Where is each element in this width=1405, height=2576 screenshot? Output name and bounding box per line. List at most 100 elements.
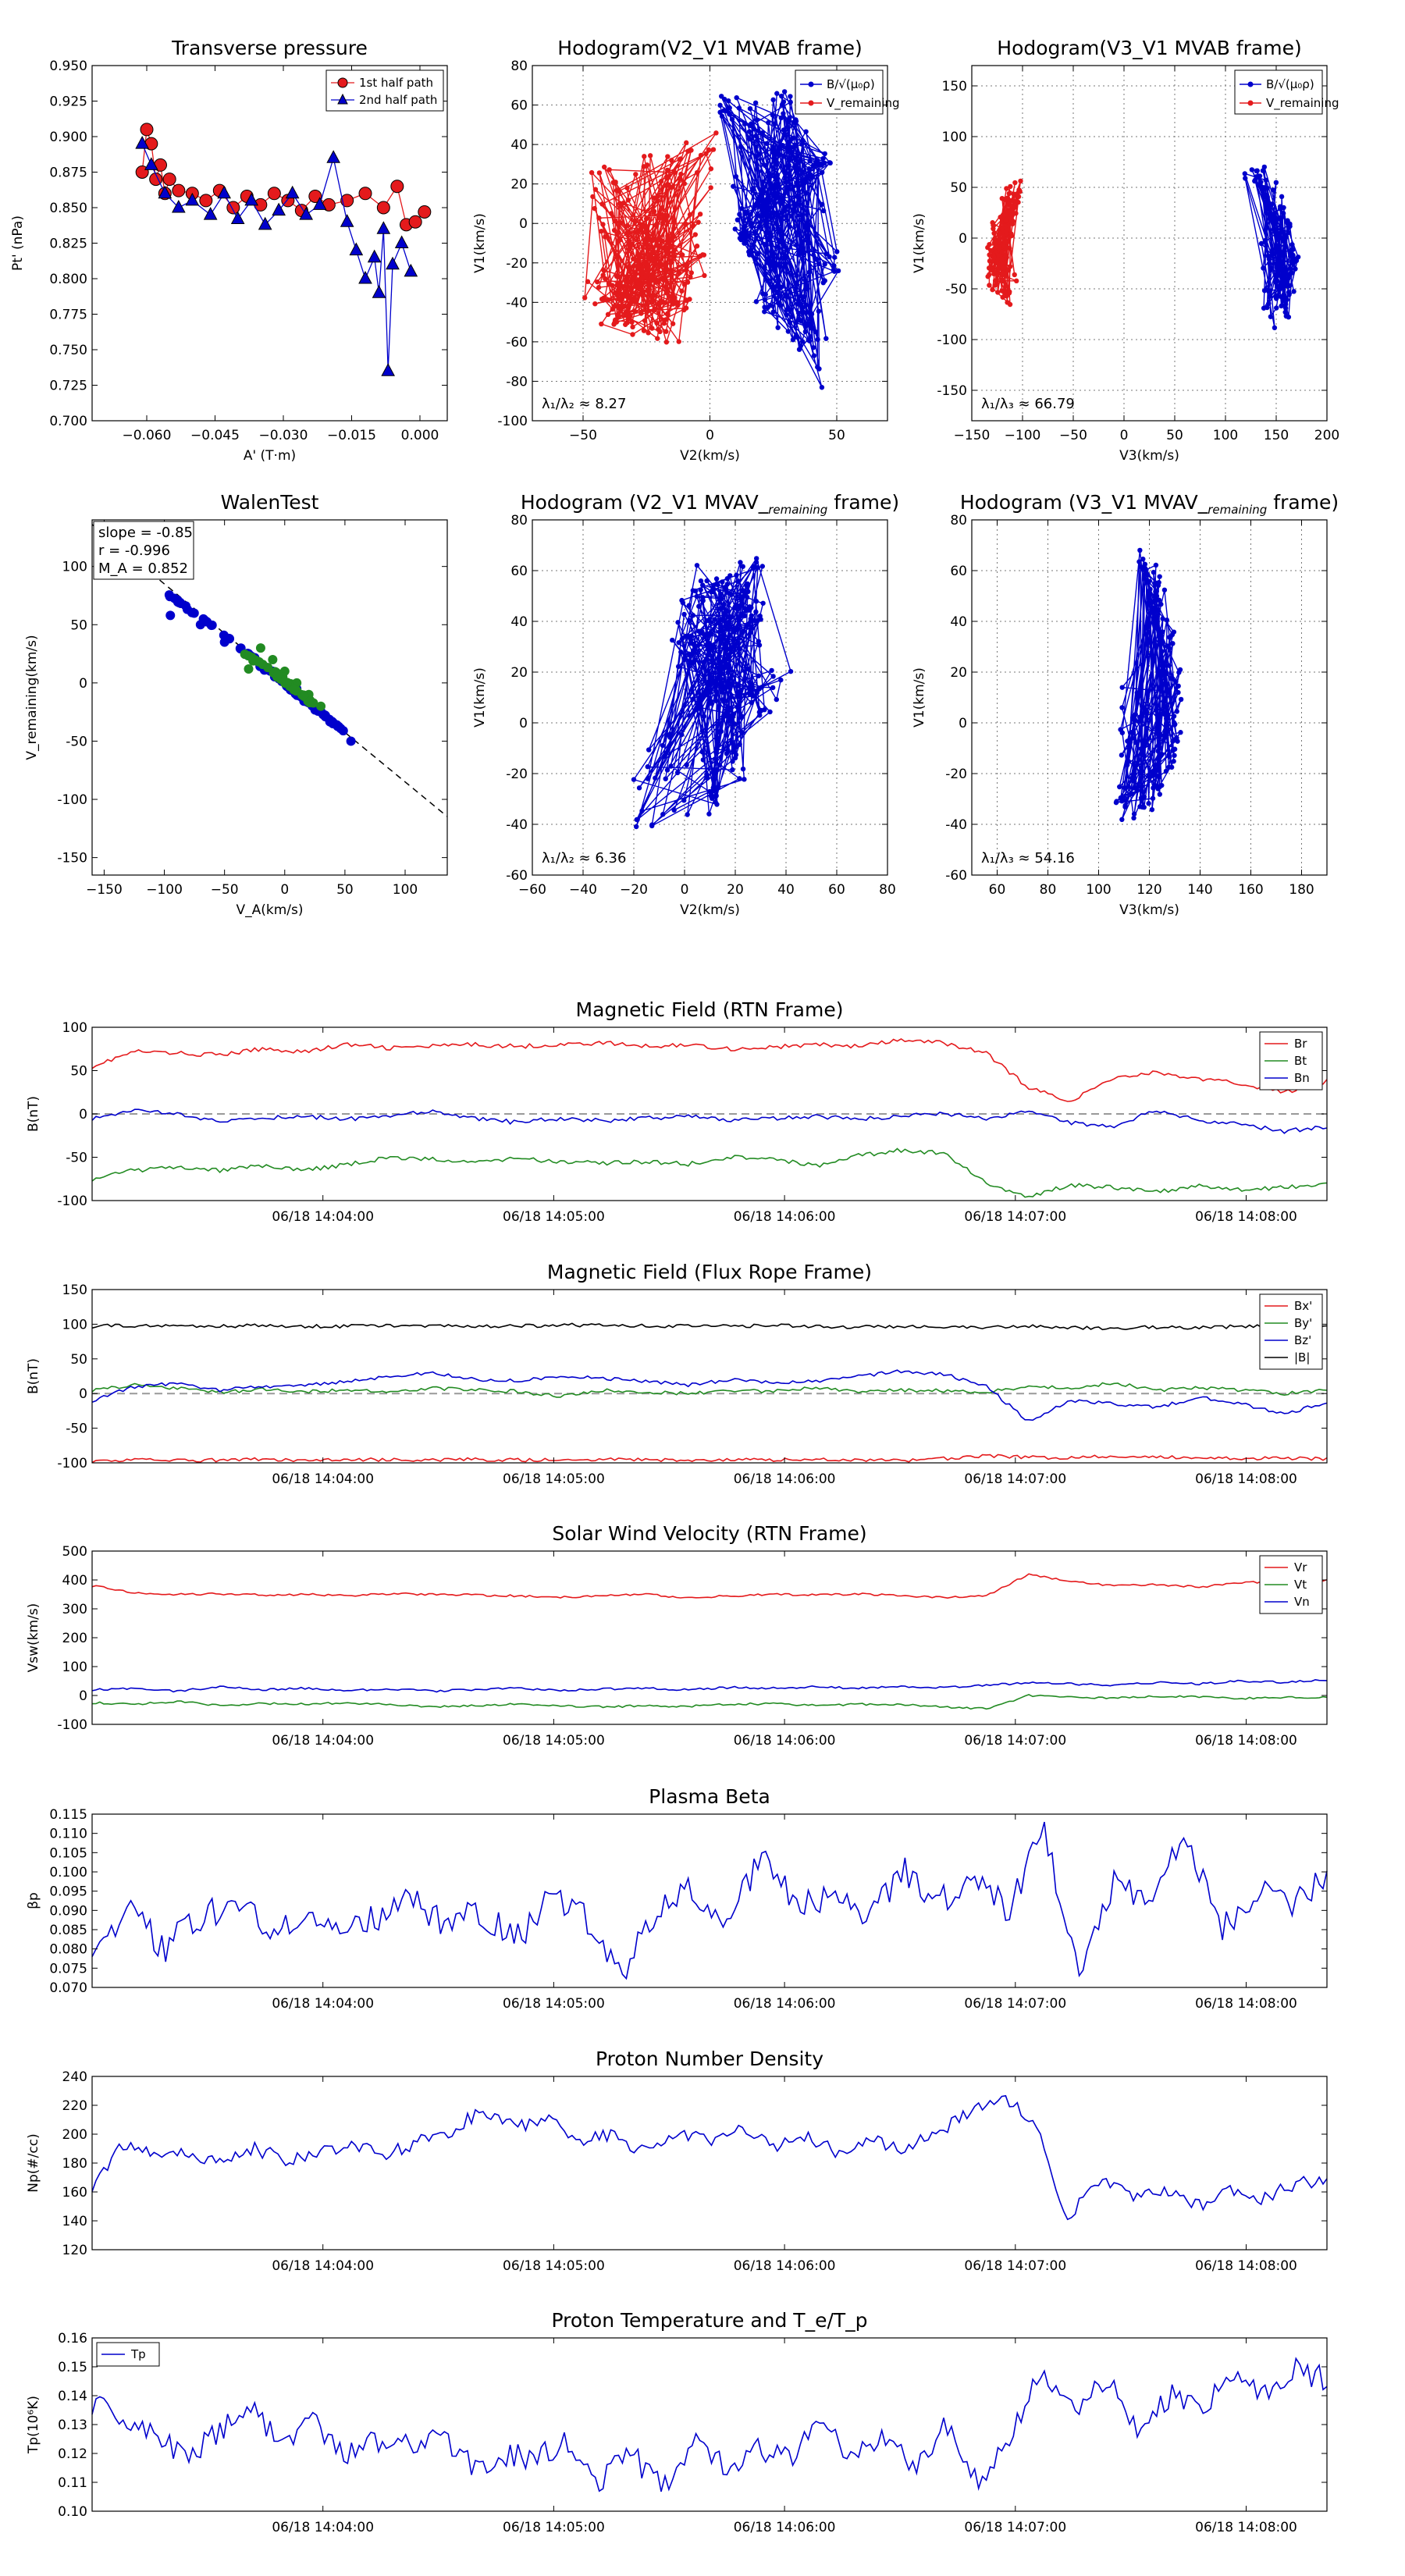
data-point: [1155, 582, 1161, 589]
data-point: [702, 659, 707, 664]
data-point: [615, 274, 621, 279]
data-point: [670, 233, 677, 240]
data-point: [609, 211, 614, 216]
data-point: [736, 105, 742, 111]
chart-title: Hodogram(V3_V1 MVAB frame): [997, 37, 1301, 59]
data-point: [742, 240, 747, 246]
data-point: [734, 94, 739, 101]
data-point: [702, 272, 707, 279]
data-point: [258, 216, 272, 230]
data-point: [737, 617, 742, 623]
data-point: [774, 696, 779, 703]
data-point: [642, 260, 648, 265]
data-point: [742, 121, 748, 127]
y-axis-label: B(nT): [26, 1358, 41, 1394]
data-point: [631, 263, 637, 269]
data-point: [1280, 297, 1286, 304]
data-point: [653, 222, 659, 228]
data-point: [1282, 309, 1288, 315]
time-tick-label: 06/18 14:08:00: [1195, 1996, 1297, 2012]
data-point: [667, 735, 673, 740]
data-point: [678, 649, 684, 655]
data-point: [372, 285, 386, 298]
chart-h4: Hodogram (V3_V1 MVAV_remaining frame) -60…: [912, 491, 1339, 918]
data-point: [725, 670, 731, 675]
data-point: [632, 308, 638, 315]
data-point: [769, 211, 774, 216]
time-tick-label: 06/18 14:05:00: [503, 1209, 605, 1225]
time-tick-label: 06/18 14:04:00: [272, 2258, 374, 2274]
data-point: [1279, 194, 1285, 200]
data-point: [759, 187, 765, 192]
data-point: [645, 309, 650, 315]
data-point: [788, 144, 795, 151]
data-point: [668, 268, 674, 273]
series-line: [91, 1678, 1328, 1693]
data-point: [1014, 278, 1019, 284]
data-point: [743, 237, 749, 242]
data-point: [624, 229, 630, 236]
x-axis-label: V3(km/s): [1119, 448, 1179, 464]
data-point: [639, 274, 645, 280]
data-point: [647, 153, 653, 158]
data-point: [686, 603, 692, 608]
data-point: [636, 281, 642, 287]
time-tick-label: 06/18 14:06:00: [734, 1996, 836, 2012]
data-point: [1174, 709, 1179, 714]
data-point: [613, 219, 618, 224]
data-point: [649, 326, 655, 331]
data-point: [671, 807, 677, 813]
data-point: [324, 714, 334, 724]
y-tick-label: 200: [62, 2127, 87, 2143]
data-point: [708, 631, 713, 637]
data-point: [739, 205, 745, 212]
data-point: [781, 127, 787, 133]
x-tick-label: −50: [211, 882, 239, 898]
data-point: [735, 704, 741, 710]
x-tick-label: −20: [620, 882, 648, 898]
data-point: [610, 283, 615, 288]
data-point: [646, 283, 651, 288]
x-tick-label: 100: [1086, 882, 1111, 898]
data-point: [698, 152, 704, 158]
data-point: [995, 270, 1001, 276]
data-point: [738, 560, 743, 565]
x-axis-label: A' (T·m): [244, 448, 296, 464]
data-point: [649, 823, 655, 829]
data-point: [696, 703, 702, 709]
x-axis-label: V2(km/s): [680, 902, 740, 918]
data-point: [1113, 799, 1119, 806]
data-point: [998, 240, 1003, 245]
data-point: [834, 249, 840, 254]
data-point: [1151, 605, 1157, 611]
data-point: [630, 324, 635, 330]
data-point: [1166, 764, 1172, 770]
data-point: [1159, 649, 1165, 654]
legend-label: Bn: [1294, 1071, 1310, 1085]
x-tick-label: 140: [1187, 882, 1212, 898]
data-point: [140, 123, 154, 137]
series-line: [91, 1322, 1328, 1331]
data-point: [712, 617, 717, 622]
data-point: [762, 265, 767, 270]
legend-label: B/√(μ₀ρ): [827, 77, 875, 91]
y-tick-label: -100: [57, 1717, 87, 1733]
data-point: [785, 125, 791, 130]
data-point: [1145, 572, 1151, 578]
y-tick-label: 300: [62, 1602, 87, 1617]
y-tick-label: 40: [510, 614, 528, 630]
data-point: [1134, 788, 1140, 794]
time-tick-label: 06/18 14:08:00: [1195, 2520, 1297, 2535]
data-point: [367, 249, 382, 263]
data-point: [816, 261, 822, 267]
data-point: [735, 217, 741, 222]
data-point: [1149, 806, 1155, 813]
y-tick-label: 0: [79, 1688, 87, 1704]
y-axis-label: B(nT): [26, 1096, 41, 1132]
data-point: [1259, 186, 1265, 192]
data-point: [627, 266, 632, 272]
axes-frame: [91, 1550, 1328, 1725]
data-point: [618, 308, 624, 313]
y-tick-label: 0.15: [58, 2360, 87, 2375]
data-point: [701, 713, 707, 719]
